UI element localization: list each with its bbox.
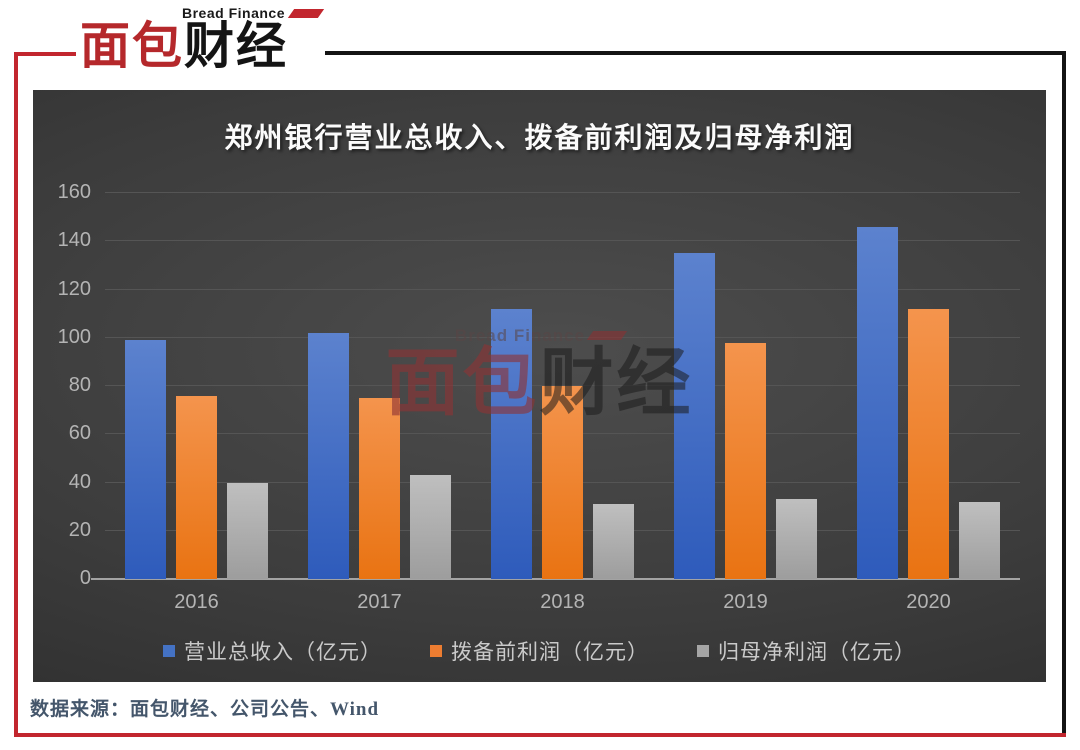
y-tick-label-20: 20	[68, 518, 91, 541]
bar-group-2017	[288, 193, 471, 579]
legend-item-拨备前利润（亿元）: 拨备前利润（亿元）	[430, 636, 649, 666]
y-tick-label-100: 100	[57, 325, 91, 348]
legend-label: 营业总收入（亿元）	[184, 641, 382, 664]
legend-item-归母净利润（亿元）: 归母净利润（亿元）	[697, 636, 916, 666]
x-axis-label-2016: 2016	[174, 591, 219, 613]
bar-营业总收入（亿元）-2018	[491, 308, 532, 579]
brand-zh-red: 面包	[80, 18, 184, 74]
bar-group-2018	[471, 193, 654, 579]
x-axis-label-2019: 2019	[723, 591, 768, 613]
frame-top-red-line	[14, 52, 80, 56]
bar-营业总收入（亿元）-2016	[125, 340, 166, 579]
bar-营业总收入（亿元）-2020	[857, 226, 898, 579]
bar-拨备前利润（亿元）-2019	[725, 342, 766, 579]
gridline-80	[105, 385, 1020, 386]
legend-item-营业总收入（亿元）: 营业总收入（亿元）	[163, 636, 382, 666]
bar-归母净利润（亿元）-2020	[959, 501, 1000, 579]
plot-area	[91, 192, 1020, 580]
bar-归母净利润（亿元）-2018	[593, 504, 634, 579]
y-tick-label-40: 40	[68, 470, 91, 493]
bar-营业总收入（亿元）-2017	[308, 332, 349, 579]
y-tick-label-120: 120	[57, 277, 91, 300]
bar-chart-panel: 郑州银行营业总收入、拨备前利润及归母净利润 0 20 40 60 80 100 120 140…	[33, 90, 1046, 682]
bar-拨备前利润（亿元）-2017	[359, 398, 400, 579]
brand-zh-black: 财经	[184, 18, 288, 74]
bar-归母净利润（亿元）-2019	[776, 499, 817, 579]
x-axis-label-2017: 2017	[357, 591, 402, 613]
y-tick-label-160: 160	[57, 181, 91, 203]
brand-logo: Bread Finance 面包财经	[76, 6, 325, 71]
gridline-140	[105, 240, 1020, 242]
brand-name-english: Bread Finance	[182, 5, 285, 21]
legend-swatch-icon	[430, 645, 442, 657]
data-source-note: 数据来源：面包财经、公司公告、Wind	[30, 699, 380, 720]
gridline-160	[105, 192, 1020, 193]
gridline-100	[105, 336, 1020, 338]
brand-name-chinese: 面包财经	[80, 21, 321, 71]
gridline-120	[105, 288, 1020, 290]
legend-label: 归母净利润（亿元）	[718, 641, 916, 664]
x-axis-label-2018: 2018	[540, 591, 585, 613]
y-tick-label-60: 60	[68, 422, 91, 445]
bar-group-2016	[105, 193, 288, 579]
bar-group-2019	[654, 193, 837, 579]
brand-swoosh-icon	[287, 8, 325, 18]
bar-拨备前利润（亿元）-2020	[908, 308, 949, 579]
x-axis-category-labels: 2016 2017 2018 2019 2020	[105, 591, 1020, 614]
bar-拨备前利润（亿元）-2016	[176, 395, 217, 579]
y-tick-label-0: 0	[79, 567, 91, 589]
legend-swatch-icon	[697, 645, 709, 657]
x-axis-label-2020: 2020	[906, 591, 951, 613]
legend-swatch-icon	[163, 645, 175, 657]
y-tick-label-80: 80	[68, 374, 91, 396]
brand-logo-top: Bread Finance	[182, 5, 325, 21]
bar-营业总收入（亿元）-2019	[674, 253, 715, 579]
chart-title: 郑州银行营业总收入、拨备前利润及归母净利润	[224, 122, 855, 153]
frame-bottom-line	[14, 733, 1066, 737]
y-tick-label-140: 140	[57, 229, 91, 252]
bar-group-2020	[837, 193, 1020, 579]
legend-label: 拨备前利润（亿元）	[451, 641, 649, 664]
frame-right-line	[1062, 51, 1066, 736]
x-axis-line	[91, 578, 1020, 580]
bar-归母净利润（亿元）-2017	[410, 475, 451, 579]
frame-top-black-line	[298, 51, 1066, 55]
bar-拨备前利润（亿元）-2018	[542, 386, 583, 579]
bar-归母净利润（亿元）-2016	[227, 482, 268, 579]
chart-legend: 营业总收入（亿元） 拨备前利润（亿元） 归母净利润（亿元）	[33, 636, 1046, 666]
frame-left-line	[14, 52, 18, 736]
